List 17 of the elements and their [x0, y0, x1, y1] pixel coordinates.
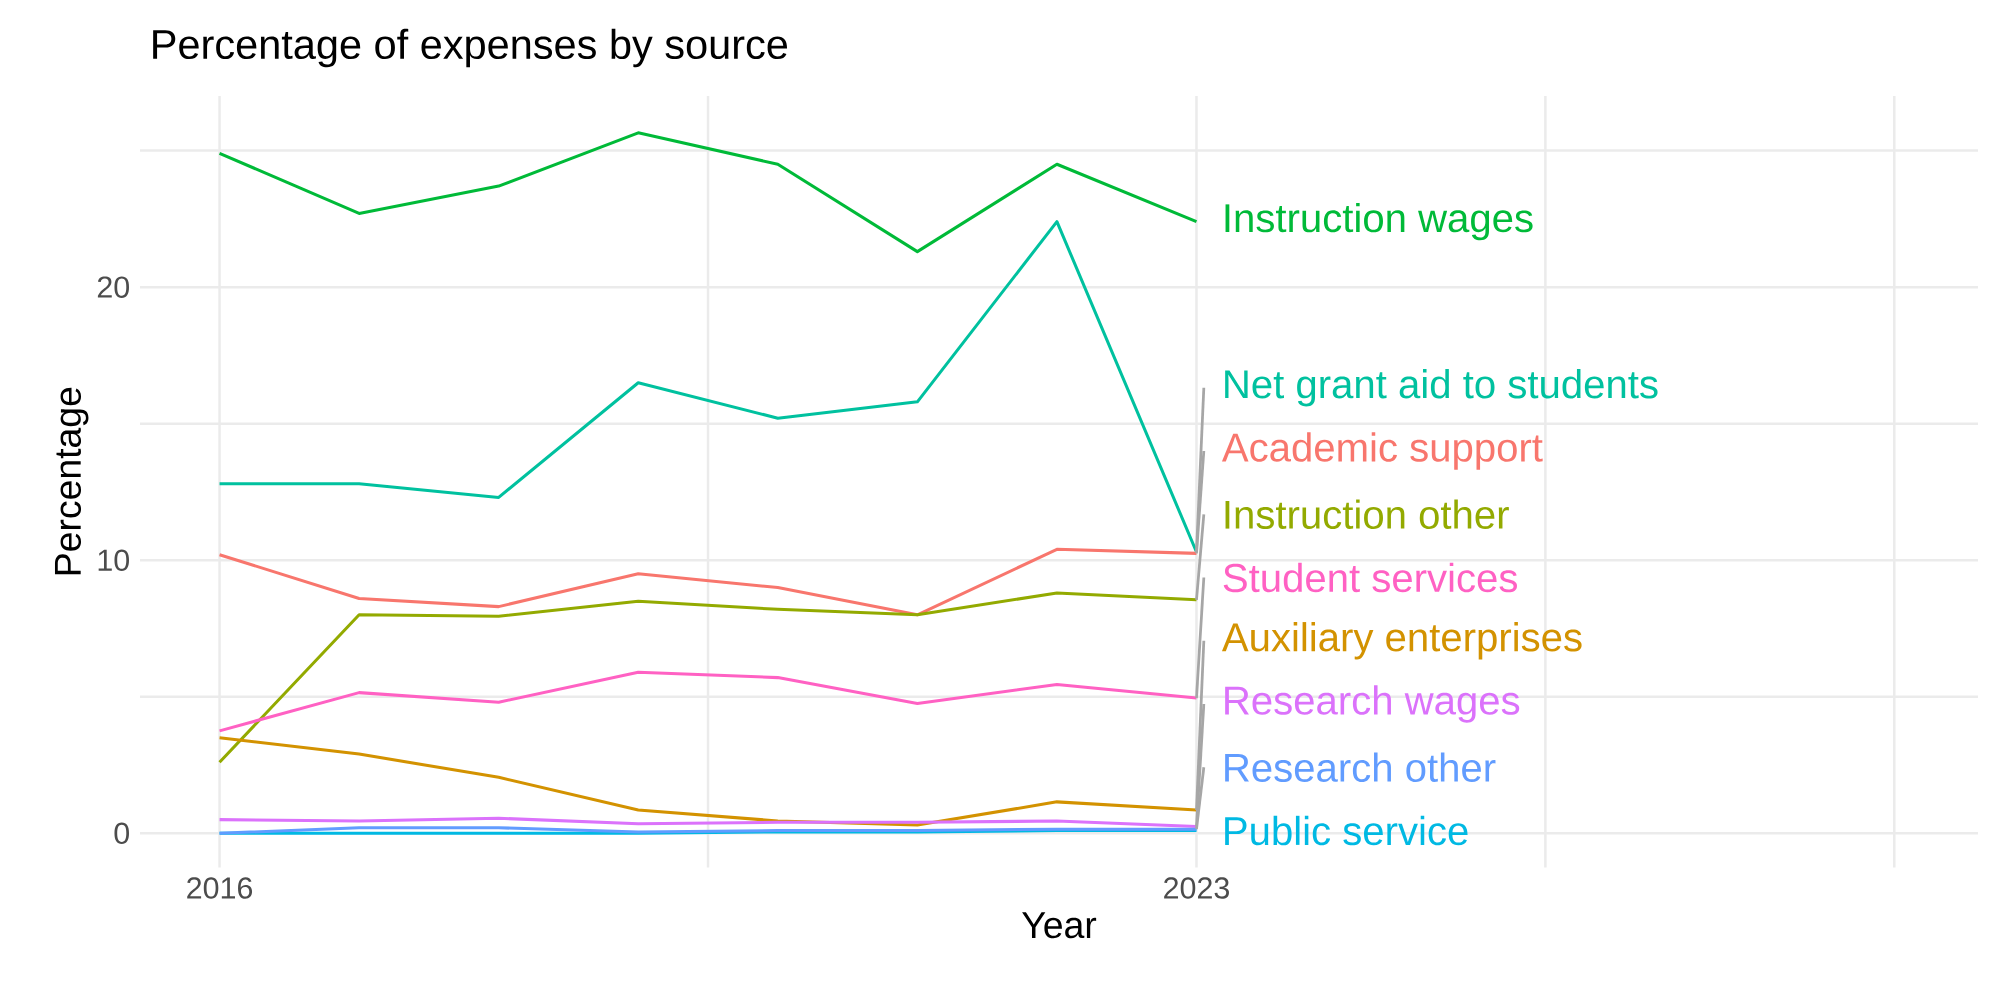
series-label: Instruction wages — [1225, 202, 1533, 241]
series-label: Research other — [1225, 752, 1496, 783]
chart-title: Percentage of expenses by source — [153, 28, 788, 68]
text: Research wages — [1225, 685, 1520, 723]
text: Auxiliary enterprises — [1221, 622, 1582, 660]
y-tick-label: 10 — [98, 549, 129, 571]
y-tick-label: 20 — [97, 276, 129, 298]
text: Student services — [1223, 562, 1517, 593]
x-axis-title: Year — [1022, 912, 1097, 939]
x-tick-label: 2023 — [1164, 877, 1229, 899]
series-label: Public service — [1225, 815, 1468, 846]
x-tick-label: 2016 — [187, 877, 253, 899]
y-tick-label: 0 — [114, 822, 129, 845]
text: Academic support — [1221, 432, 1543, 470]
y-axis-title: Percentage — [54, 387, 89, 575]
text: Net grant aid to students — [1225, 369, 1658, 407]
series-label: Instruction other — [1225, 499, 1509, 529]
